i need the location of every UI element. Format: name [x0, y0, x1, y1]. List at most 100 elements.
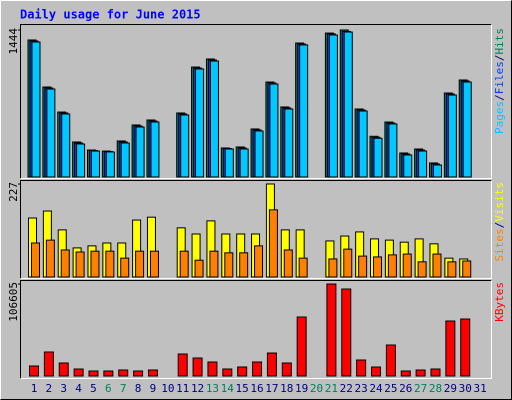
bar	[254, 130, 264, 178]
bar	[268, 209, 278, 278]
bar	[417, 261, 427, 278]
bar	[147, 369, 158, 377]
bar	[105, 151, 115, 178]
bar	[402, 253, 412, 278]
bar	[281, 362, 292, 377]
bar	[343, 248, 353, 278]
bar	[284, 108, 294, 178]
x-tick-label: 13	[206, 382, 219, 395]
bar	[239, 148, 249, 178]
x-tick-label: 3	[60, 382, 67, 395]
legend-entry: Pages	[493, 101, 506, 134]
y-tick-label: 227	[7, 182, 20, 202]
panel-border	[20, 280, 492, 379]
bar	[120, 257, 130, 278]
x-tick-label: 5	[90, 382, 97, 395]
x-tick-label: 23	[355, 382, 368, 395]
x-tick-label: 12	[191, 382, 204, 395]
bar	[237, 366, 248, 377]
x-tick-label: 1	[31, 382, 38, 395]
bar	[432, 253, 442, 278]
x-tick-label: 22	[340, 382, 353, 395]
bar	[447, 261, 457, 278]
bar	[462, 260, 472, 278]
bar	[343, 31, 353, 178]
x-tick-label: 17	[265, 382, 278, 395]
bar	[88, 370, 99, 377]
x-tick-label: 6	[105, 382, 112, 395]
x-tick-label: 2	[46, 382, 53, 395]
bar	[90, 250, 100, 278]
legend: KBytes	[493, 282, 506, 322]
bar	[177, 353, 188, 377]
bar	[328, 34, 338, 178]
bar	[447, 94, 457, 178]
bar	[341, 288, 352, 377]
bar	[105, 250, 115, 278]
bar	[135, 126, 145, 178]
bar	[356, 359, 367, 377]
bar	[118, 369, 129, 377]
x-tick-label: 9	[150, 382, 157, 395]
x-tick-label: 28	[429, 382, 442, 395]
x-tick-label: 18	[280, 382, 293, 395]
bar	[266, 352, 277, 377]
bar	[239, 252, 249, 278]
bar	[462, 81, 472, 178]
bar	[209, 60, 219, 178]
bar	[43, 351, 54, 377]
bar	[373, 137, 383, 178]
chart-title: Daily usage for June 2015	[20, 8, 201, 22]
bar	[224, 252, 234, 278]
panel-border	[20, 180, 492, 279]
panel-frames	[20, 24, 492, 379]
bar	[194, 259, 204, 278]
legend: Pages/Files/Hits	[493, 28, 506, 134]
bar	[269, 83, 279, 178]
x-tick-label: 30	[459, 382, 472, 395]
legend-separator: /	[493, 222, 506, 229]
bar	[179, 250, 189, 278]
x-tick-label: 24	[369, 382, 383, 395]
x-tick-label: 19	[295, 382, 308, 395]
bar	[430, 368, 441, 377]
x-tick-label: 20	[310, 382, 323, 395]
x-tick-label: 8	[135, 382, 142, 395]
y-tick-label: 1444	[7, 28, 20, 55]
bar	[180, 114, 190, 178]
panel-border	[20, 24, 492, 179]
bar	[400, 370, 411, 377]
legend-entry: KBytes	[493, 282, 506, 322]
x-tick-label: 29	[444, 382, 457, 395]
bar	[326, 283, 337, 377]
bar	[432, 164, 442, 178]
bar	[415, 369, 426, 377]
bar	[75, 251, 85, 278]
bar	[61, 113, 71, 178]
bar	[73, 368, 84, 377]
bar	[192, 357, 203, 377]
bar	[120, 142, 130, 178]
bar	[58, 362, 69, 377]
x-tick-label: 31	[473, 382, 486, 395]
bar	[207, 361, 218, 377]
bar	[76, 143, 86, 178]
x-tick-label: 16	[250, 382, 263, 395]
bar	[387, 254, 397, 278]
x-tick-label: 21	[325, 382, 338, 395]
panel-border	[20, 180, 492, 279]
x-tick-label: 27	[414, 382, 427, 395]
bar	[149, 250, 159, 278]
x-tick-label: 14	[221, 382, 235, 395]
bar	[90, 150, 100, 178]
bar	[46, 88, 56, 178]
panel-border	[20, 24, 492, 179]
bar	[31, 242, 40, 278]
bar	[418, 150, 428, 178]
bar	[445, 320, 456, 377]
x-tick-label: 10	[161, 382, 174, 395]
bar	[135, 250, 145, 278]
bar	[31, 41, 41, 178]
